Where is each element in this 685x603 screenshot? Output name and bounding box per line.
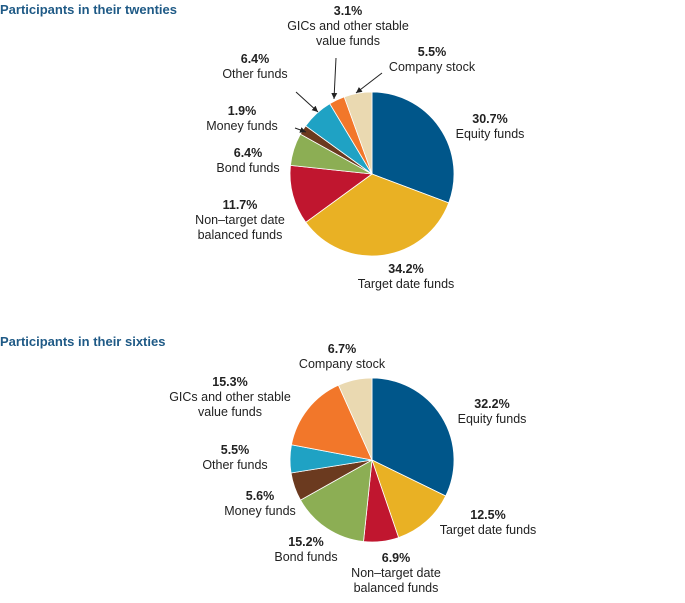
slice-name: Bond funds [274,550,338,564]
pie-slice-twenties-company-stock [343,91,373,175]
pie-slice-twenties-target-date-funds [305,173,450,257]
slice-name: balanced funds [197,228,283,242]
slice-name: Other funds [202,458,268,472]
slice-name: Other funds [222,67,288,81]
pie-slice-sixties-gics-and-other-stable-value-funds [290,384,373,461]
leader-arrow-company-stock [355,72,383,94]
slice-percent: 12.5% [470,508,506,522]
chart-title-sixties: Participants in their sixties [0,334,166,349]
slice-percent: 5.6% [245,489,275,503]
slice-label-sixties: 32.2% Equity funds [458,397,527,427]
slice-percent: 6.4% [233,146,263,160]
slice-name: Equity funds [455,127,525,141]
slice-label-sixties: 6.7% Company stock [299,342,385,372]
slice-label-twenties: 5.5% Company stock [389,45,475,75]
slice-label-twenties: 34.2% Target date funds [358,262,455,292]
slice-percent: 6.9% [381,551,411,565]
slice-percent: 34.2% [388,262,424,276]
slice-name: balanced funds [353,581,439,595]
slice-percent: 6.7% [327,342,357,356]
slice-label-twenties: 11.7% Non–target date balanced funds [195,198,285,243]
slice-percent: 32.2% [474,397,510,411]
pie-slice-sixties-equity-funds [371,377,455,497]
slice-percent: 11.7% [222,198,258,212]
slice-percent: 1.9% [227,104,257,118]
slice-name: Equity funds [457,412,527,426]
slice-name: GICs and other stable [287,19,409,33]
pie-slice-sixties-bond-funds [299,459,373,542]
slice-name: value funds [198,405,262,419]
slice-name: GICs and other stable [169,390,291,404]
slice-name: Non–target date [351,566,441,580]
leader-arrow-gics [331,57,338,100]
slice-name: Bond funds [216,161,280,175]
slice-label-sixties: 6.9% Non–target date balanced funds [351,551,441,596]
leader-arrow-other-funds [295,91,319,113]
slice-label-sixties: 5.5% Other funds [202,443,267,473]
slice-label-sixties: 15.2% Bond funds [274,535,337,565]
slice-name: Company stock [388,60,476,74]
slice-name: Non–target date [195,213,285,227]
slice-label-twenties: 6.4% Bond funds [216,146,279,176]
slice-name: Money funds [206,119,278,133]
slice-label-sixties: 5.6% Money funds [224,489,296,519]
slice-label-twenties: 6.4% Other funds [222,52,287,82]
slice-name: Money funds [224,504,296,518]
slice-percent: 15.3% [212,375,248,389]
pie-slice-twenties-equity-funds [371,91,455,204]
slice-label-twenties: 3.1% GICs and other stable value funds [287,4,409,49]
slice-label-twenties: 1.9% Money funds [206,104,278,134]
slice-percent: 3.1% [333,4,363,18]
pie-slice-sixties-company-stock [337,377,373,461]
slice-name: Target date funds [439,523,537,537]
slice-name: value funds [316,34,380,48]
slice-name: Company stock [298,357,386,371]
slice-label-sixties: 12.5% Target date funds [440,508,537,538]
slice-percent: 5.5% [417,45,447,59]
leader-arrow-money-funds [294,127,307,133]
slice-label-twenties: 30.7% Equity funds [456,112,525,142]
slice-percent: 5.5% [220,443,250,457]
slice-percent: 30.7% [472,112,508,126]
slice-name: Target date funds [357,277,455,291]
chart-title-twenties: Participants in their twenties [0,2,177,17]
pie-slice-sixties-target-date-funds [371,459,447,539]
slice-percent: 15.2% [288,535,324,549]
slice-label-sixties: 15.3% GICs and other stable value funds [169,375,291,420]
slice-percent: 6.4% [240,52,270,66]
